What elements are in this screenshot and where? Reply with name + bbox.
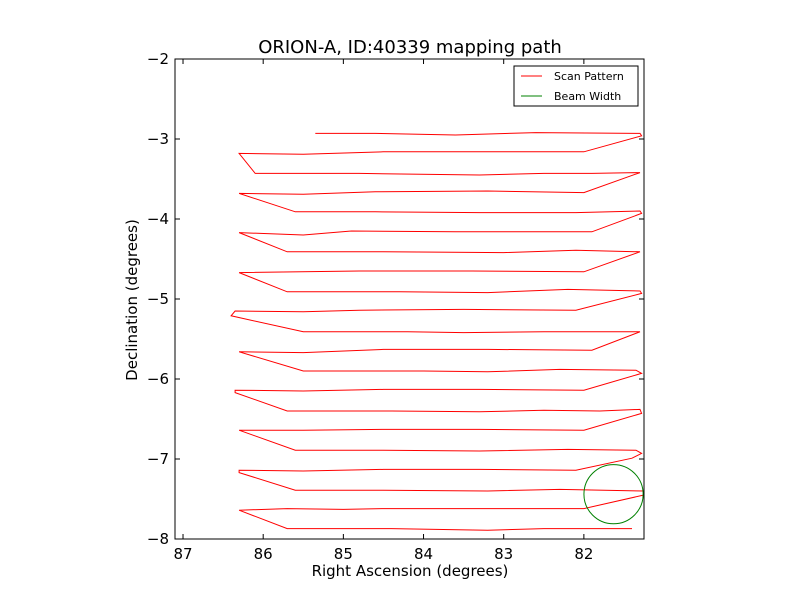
x-tick-label: 86 — [254, 545, 273, 563]
series-line-scan-pattern — [230, 132, 644, 531]
y-tick-label: −6 — [147, 370, 169, 388]
data-layer — [230, 132, 644, 531]
x-tick-label: 84 — [414, 545, 433, 563]
legend-box — [513, 65, 639, 107]
y-tick-label: −7 — [147, 450, 169, 468]
x-tick-label: 87 — [173, 545, 192, 563]
y-tick-label: −2 — [147, 50, 169, 68]
plot-frame — [174, 58, 645, 540]
x-tick-label: 82 — [574, 545, 593, 563]
y-tick-label: −8 — [147, 530, 169, 548]
legend-label-scan: Scan Pattern — [554, 70, 624, 83]
x-axis-label: Right Ascension (degrees) — [312, 562, 509, 580]
y-tick-label: −3 — [147, 130, 169, 148]
legend-label-beam: Beam Width — [554, 90, 621, 103]
plot-area — [175, 59, 644, 539]
legend: Scan Pattern Beam Width — [513, 65, 639, 107]
ticks-layer: 87 86 85 84 83 82 −2 −3 −4 −5 −6 −7 −8 — [147, 50, 644, 563]
chart-title: ORION-A, ID:40339 mapping path — [258, 37, 562, 58]
x-tick-label: 85 — [334, 545, 353, 563]
y-axis-label: Declination (degrees) — [123, 219, 141, 381]
x-tick-label: 83 — [494, 545, 513, 563]
y-tick-label: −5 — [147, 290, 169, 308]
y-tick-label: −4 — [147, 210, 169, 228]
series-circle-beam-width — [583, 464, 644, 525]
